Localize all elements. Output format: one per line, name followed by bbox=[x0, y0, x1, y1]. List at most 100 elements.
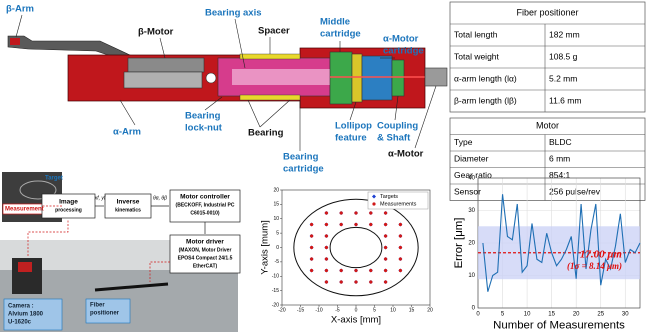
measurement-point bbox=[339, 211, 343, 215]
measurement-point bbox=[310, 245, 314, 250]
y-tick-label: -5 bbox=[275, 259, 280, 265]
table-key: Gear ratio bbox=[454, 170, 492, 180]
leader bbox=[247, 99, 261, 128]
x-axis-label: Number of Measurements bbox=[493, 319, 625, 331]
measurement-point bbox=[324, 234, 328, 238]
photo-label: Target bbox=[45, 176, 63, 182]
x-tick-label: 15 bbox=[409, 307, 415, 313]
block-label: Motor controller bbox=[180, 194, 230, 201]
photo-label: Camera : bbox=[8, 304, 34, 310]
alpha-cartridge bbox=[361, 55, 393, 101]
y-tick-label: 30 bbox=[468, 208, 475, 214]
boundary-circle bbox=[329, 226, 383, 269]
measurement-point bbox=[384, 268, 388, 273]
y-tick-label: -15 bbox=[272, 288, 279, 294]
measurement-point bbox=[354, 211, 358, 215]
arrow-label: θα, θβ bbox=[153, 195, 167, 201]
photo-label: positioner bbox=[90, 311, 120, 317]
table-title: Motor bbox=[536, 121, 559, 131]
y-axis-label: Error [μm] bbox=[453, 218, 465, 269]
measurement-point bbox=[339, 268, 343, 273]
x-tick-label: -10 bbox=[315, 307, 322, 313]
measurement-point bbox=[324, 245, 328, 250]
block-label: EPOS4 Compact 24/1.5 bbox=[178, 255, 233, 261]
part-label: α-Arm bbox=[113, 127, 141, 138]
part-label: Coupling bbox=[377, 121, 418, 132]
block-label: C6015-0010) bbox=[190, 210, 220, 216]
x-tick-label: -5 bbox=[335, 307, 340, 313]
arrow-label: xf, yf bbox=[94, 195, 106, 201]
boundary-circle bbox=[293, 198, 419, 297]
part-label: Spacer bbox=[258, 26, 290, 37]
x-axis-label: X-axis [mm] bbox=[331, 315, 381, 326]
measurement-point bbox=[384, 257, 388, 261]
part-label: Bearing bbox=[283, 152, 319, 163]
measurement-point bbox=[324, 280, 328, 284]
leader bbox=[119, 99, 136, 126]
measurement-point bbox=[384, 245, 388, 250]
part-label: Middle bbox=[320, 17, 350, 28]
label-box bbox=[85, 298, 131, 324]
measurement-point bbox=[384, 211, 388, 215]
measurement-point bbox=[324, 211, 328, 215]
coupling bbox=[391, 59, 405, 97]
x-tick-label: 20 bbox=[573, 312, 580, 318]
x-tick-label: 15 bbox=[548, 312, 555, 318]
part-label: Bearing bbox=[185, 111, 221, 122]
mechanism-drawing bbox=[7, 14, 448, 151]
measurement-point bbox=[398, 257, 402, 261]
measurement-point bbox=[384, 280, 388, 284]
x-tick-label: 30 bbox=[622, 312, 629, 318]
block-label: Image bbox=[59, 199, 78, 206]
leader bbox=[15, 14, 23, 38]
measurement-point bbox=[324, 222, 328, 227]
part-label: feature bbox=[335, 133, 367, 144]
measurement-point bbox=[369, 211, 373, 215]
block bbox=[104, 193, 152, 219]
table-key: α-arm length (lα) bbox=[454, 73, 517, 83]
leader bbox=[159, 37, 166, 59]
y-axis-label: Y-axis [mum] bbox=[260, 220, 271, 275]
legend-label: Measurements bbox=[380, 201, 417, 207]
table-value: 108.5 g bbox=[549, 51, 578, 61]
part-label: cartridge bbox=[320, 29, 361, 40]
table-key: β-arm length (lβ) bbox=[454, 95, 517, 105]
hole bbox=[205, 72, 217, 84]
leader bbox=[394, 95, 399, 121]
y-tick-label: 15 bbox=[273, 202, 279, 208]
block bbox=[169, 189, 241, 223]
fiber-positioner bbox=[94, 282, 169, 292]
part-label: β-Motor bbox=[138, 27, 174, 38]
measurement-point bbox=[398, 245, 402, 250]
y-tick-label: 5 bbox=[276, 230, 279, 236]
measurement-point bbox=[354, 268, 358, 273]
table-value: BLDC bbox=[549, 137, 572, 147]
measurement-point bbox=[354, 222, 358, 227]
axis-core bbox=[232, 69, 330, 85]
measurement-point bbox=[339, 222, 343, 227]
measurement-point bbox=[398, 268, 402, 273]
table-key: Sensor bbox=[454, 187, 481, 197]
measurement-point bbox=[398, 234, 402, 238]
table-frame bbox=[449, 117, 646, 201]
measurement-point bbox=[310, 234, 314, 238]
y-tick-label: -10 bbox=[272, 274, 279, 280]
table-value: 854:1 bbox=[549, 170, 571, 180]
annotation: 17.00 μm bbox=[580, 249, 623, 261]
y-tick-label: 0 bbox=[276, 245, 279, 251]
block bbox=[169, 234, 241, 274]
measurement-point bbox=[354, 280, 358, 284]
plot-frame bbox=[281, 189, 431, 306]
y-tick-label: 20 bbox=[273, 187, 279, 193]
x-tick-label: 20 bbox=[427, 307, 433, 313]
measurement-point bbox=[384, 222, 388, 227]
block-label: kinematics bbox=[115, 207, 141, 213]
y-tick-label: 10 bbox=[468, 273, 475, 279]
part-label: cartridge bbox=[283, 164, 324, 175]
part-label: cartridge bbox=[383, 46, 424, 57]
spacer bbox=[239, 53, 301, 60]
measurement-point bbox=[310, 268, 314, 273]
measurement-point bbox=[369, 222, 373, 227]
